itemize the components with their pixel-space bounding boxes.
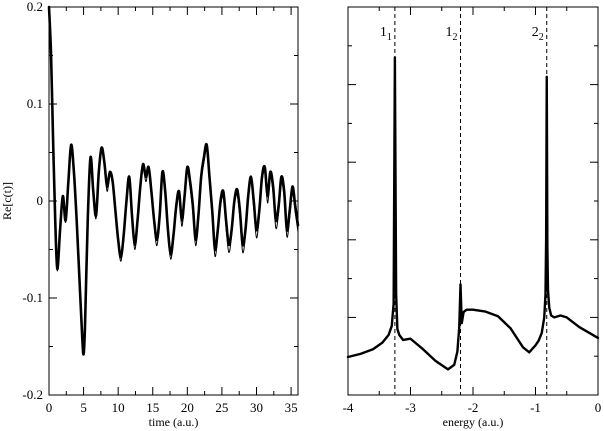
energy-spectrum-line bbox=[346, 56, 600, 371]
time-plot-x-axis-title: time (a.u.) bbox=[149, 415, 199, 429]
peak-marker-label: 22 bbox=[532, 25, 544, 43]
energy-spectrum-series bbox=[346, 56, 600, 371]
time-x-tick-label: 20 bbox=[181, 400, 194, 415]
time-y-tick-label: -0.1 bbox=[22, 290, 43, 305]
energy-spectrum-peak-markers: 11 12 22 bbox=[380, 7, 548, 395]
time-plot-y-axis-title: Re[c(t)] bbox=[0, 182, 14, 220]
time-x-tick-label: 35 bbox=[285, 400, 298, 415]
peak-marker-label: 11 bbox=[380, 25, 392, 43]
energy-x-tick-label: -3 bbox=[405, 400, 416, 415]
energy-spectrum-panel: -4 -3 -2 -1 0 11 12 22 energy (a.u.) bbox=[343, 6, 602, 429]
energy-spectrum-frame bbox=[347, 6, 599, 396]
time-x-tick-label: 0 bbox=[46, 400, 53, 415]
time-series-thick-line bbox=[47, 5, 300, 356]
time-y-tick-label: 0.1 bbox=[27, 96, 43, 111]
energy-x-tick-label: -1 bbox=[530, 400, 541, 415]
energy-spectrum-ticks: -4 -3 -2 -1 0 bbox=[343, 7, 602, 415]
time-x-tick-label: 10 bbox=[112, 400, 125, 415]
energy-x-tick-label: 0 bbox=[595, 400, 602, 415]
energy-x-tick-label: -2 bbox=[468, 400, 479, 415]
time-x-tick-label: 5 bbox=[80, 400, 87, 415]
peak-marker-label: 12 bbox=[446, 25, 458, 43]
peak-marker-subscript: 2 bbox=[453, 32, 458, 43]
time-y-tick-label: -0.2 bbox=[22, 387, 43, 402]
time-plot-series bbox=[47, 5, 300, 356]
peak-marker-subscript: 1 bbox=[387, 32, 392, 43]
time-plot-ticks: 0 5 10 15 20 25 30 35 -0.2 -0.1 0 0.1 0.2 bbox=[22, 0, 298, 415]
time-y-tick-label: 0 bbox=[37, 193, 44, 208]
time-plot-panel: 0 5 10 15 20 25 30 35 -0.2 -0.1 0 0.1 0.2 time (a.u.… bbox=[0, 0, 300, 429]
time-x-tick-label: 30 bbox=[250, 400, 263, 415]
time-y-tick-label: 0.2 bbox=[27, 0, 43, 14]
energy-spectrum-x-axis-title: energy (a.u.) bbox=[443, 415, 504, 429]
energy-x-tick-label: -4 bbox=[343, 400, 354, 415]
time-x-tick-label: 15 bbox=[146, 400, 159, 415]
peak-marker-subscript: 2 bbox=[539, 32, 544, 43]
time-x-tick-label: 25 bbox=[215, 400, 228, 415]
